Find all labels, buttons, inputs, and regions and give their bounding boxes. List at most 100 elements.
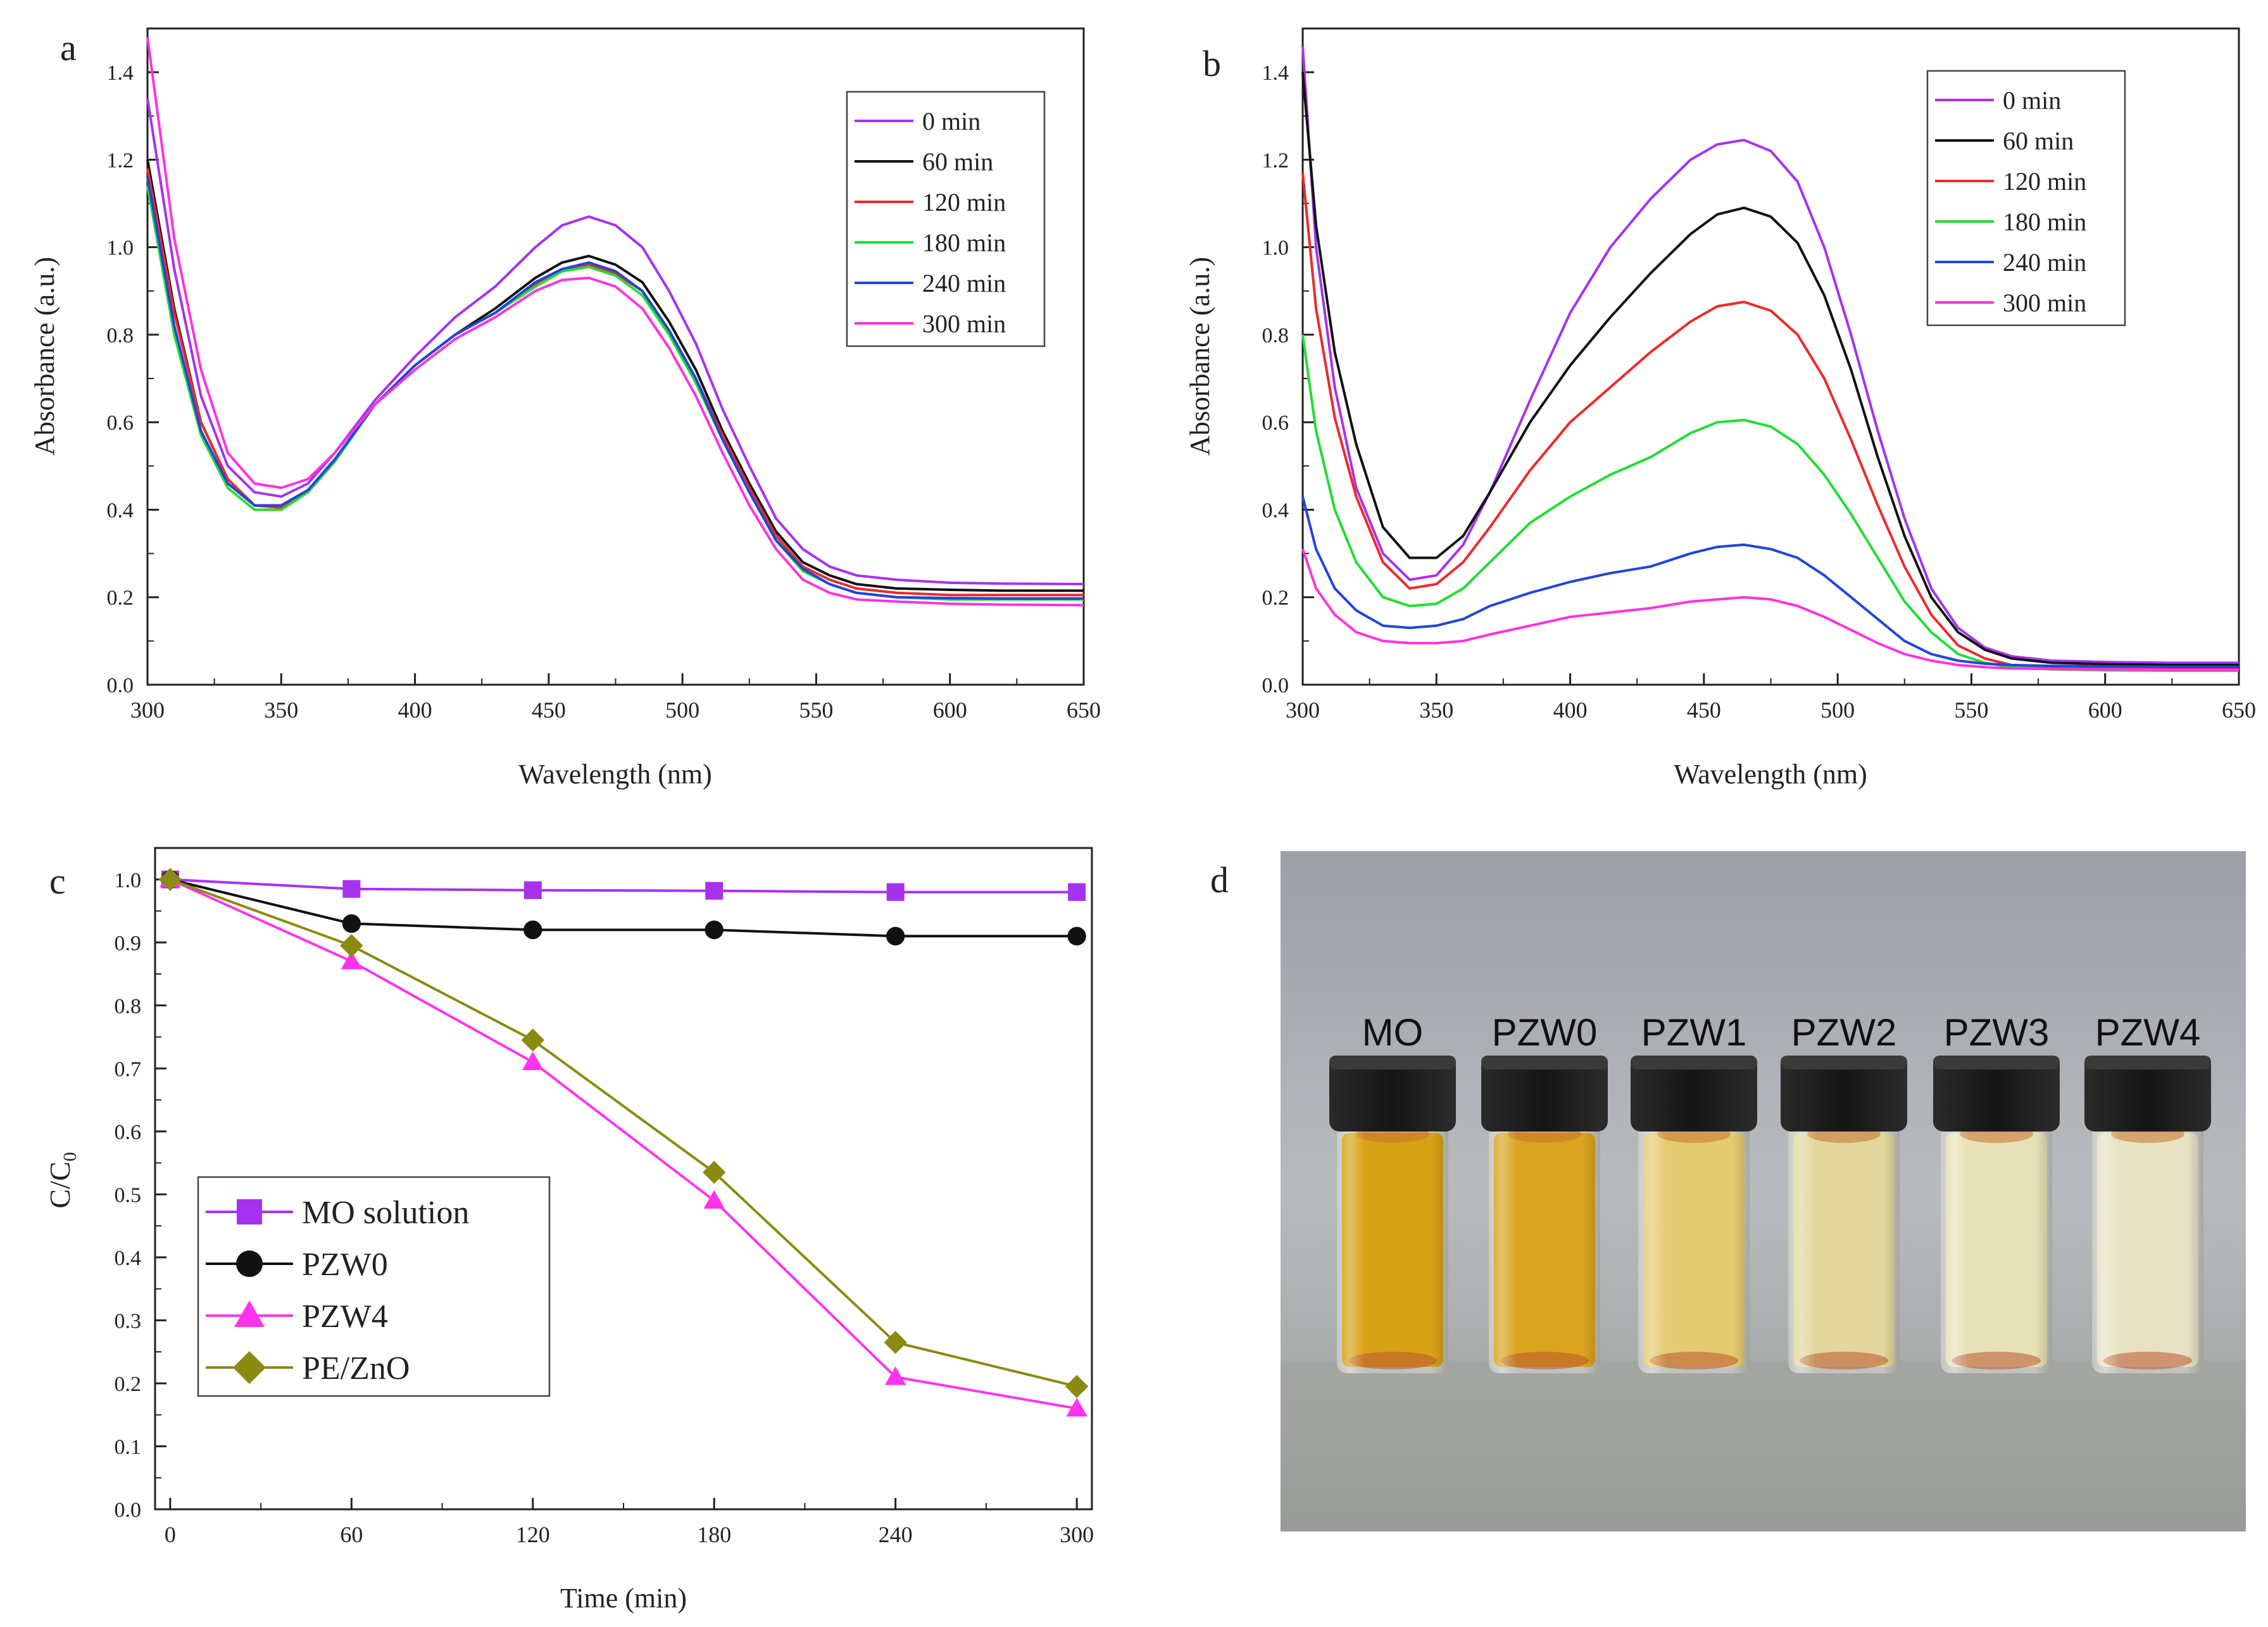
legend-label: 180 min — [2003, 208, 2086, 236]
legend-label: 0 min — [922, 107, 981, 135]
vial-label: PZW0 — [1492, 1011, 1598, 1054]
panel-c-letter: c — [49, 861, 66, 902]
vial-cap — [1329, 1056, 1456, 1131]
data-point-pzw4 — [703, 1190, 725, 1209]
series-line-240-min — [1301, 496, 2239, 668]
x-tick-label: 500 — [1820, 697, 1855, 723]
y-tick-label: 0.6 — [115, 1121, 142, 1144]
vial-cap-top — [1933, 1056, 2060, 1069]
x-tick-label: 650 — [2222, 697, 2256, 723]
y-tick-label: 1.2 — [107, 149, 134, 172]
data-point-pe-zno — [158, 868, 182, 891]
data-point-mo-solution — [705, 882, 724, 900]
series-line-pe-zno — [170, 878, 1077, 1388]
series-line-0-min — [1301, 46, 2239, 664]
x-tick-label: 450 — [532, 697, 566, 723]
y-tick-label: 0.0 — [115, 1499, 142, 1522]
y-tick-label: 0.4 — [115, 1247, 142, 1270]
legend-label: 240 min — [2003, 248, 2086, 277]
x-tick-label: 300 — [1060, 1522, 1094, 1547]
vial-cap-top — [1781, 1056, 1907, 1069]
legend-marker — [236, 1250, 263, 1277]
panel-b-plot-area: 300 350 400 450 500 550 600 650 0.0 0.2 0.4 0.6 0.8 1… — [1262, 27, 2256, 723]
panel-c-plot-area: 0 60 120 180 240 300 0.0 0.1 0.2 0.3 0.4 0.5 0.6 0.7 0… — [115, 847, 1094, 1547]
panel-a-chart: a 300 350 400 450 500 550 600 650 0.0 0.2 0.4 0.6 0.… — [29, 27, 1101, 790]
y-tick-label: 0.4 — [1262, 499, 1289, 522]
legend-label: 120 min — [922, 188, 1006, 216]
data-point-mo-solution — [886, 883, 905, 901]
y-tick-label: 0.0 — [1262, 674, 1289, 697]
data-point-pzw0 — [886, 926, 905, 946]
x-tick-label: 400 — [398, 697, 432, 723]
data-point-pe-zno — [521, 1028, 544, 1052]
x-tick-label: 120 — [516, 1522, 550, 1547]
legend-marker — [234, 1300, 265, 1327]
x-tick-label: 600 — [933, 697, 967, 723]
x-tick-label: 350 — [1419, 697, 1453, 723]
y-tick-label: 1.4 — [107, 61, 134, 85]
x-tick-label: 300 — [130, 697, 165, 723]
data-point-mo-solution — [342, 880, 361, 898]
panel-c-x-axis-label: Time (min) — [560, 1583, 687, 1614]
panel-d-letter: d — [1210, 859, 1229, 901]
legend-label: PE/ZnO — [302, 1350, 410, 1387]
vial-pzw0: PZW0 — [1481, 1011, 1608, 1373]
legend-box — [846, 90, 1046, 347]
legend-label: PZW0 — [302, 1247, 388, 1283]
vial-shine — [1337, 1120, 1448, 1373]
panel-a-x-axis-label: Wavelength (nm) — [518, 759, 712, 790]
panel-c-legend: MO solution PZW0 PZW4 PE/ZnO — [197, 1176, 551, 1397]
panel-d-photo: d MO PZW0 PZW1 PZW2 PZW3 PZW4 — [1210, 851, 2246, 1531]
y-tick-label: 1.2 — [1262, 149, 1289, 172]
vial-pzw2: PZW2 — [1781, 1011, 1907, 1373]
y-tick-label: 0.3 — [115, 1309, 142, 1333]
y-tick-label: 0.5 — [115, 1183, 142, 1207]
series-line-300-min — [146, 37, 1084, 607]
vials-group: MO PZW0 PZW1 PZW2 PZW3 PZW4 — [1329, 1011, 2211, 1373]
data-point-pzw0 — [342, 914, 361, 933]
series-line-mo-solution — [170, 878, 1077, 894]
y-tick-label: 0.9 — [115, 932, 142, 955]
x-tick-label: 240 — [879, 1522, 913, 1547]
data-point-pzw4 — [522, 1051, 544, 1070]
legend-label: 300 min — [922, 309, 1006, 338]
vial-label: PZW3 — [1944, 1011, 2050, 1054]
y-tick-label: 0.8 — [115, 995, 142, 1018]
series-line-300-min — [1301, 549, 2239, 671]
data-point-pzw0 — [1067, 926, 1086, 946]
legend-label: 180 min — [922, 228, 1006, 257]
x-tick-label: 180 — [697, 1522, 731, 1547]
vial-label: PZW2 — [1791, 1011, 1897, 1054]
panel-b-x-axis-label: Wavelength (nm) — [1674, 759, 1867, 790]
series-line-120-min — [146, 168, 1084, 597]
panel-a-y-axis-label: Absorbance (a.u.) — [29, 257, 60, 456]
data-point-pzw4 — [341, 951, 363, 969]
y-tick-label: 0.7 — [115, 1057, 142, 1081]
panel-b-letter: b — [1203, 43, 1221, 84]
data-point-pe-zno — [340, 934, 363, 957]
legend-label: MO solution — [302, 1195, 469, 1231]
vial-pzw3: PZW3 — [1933, 1011, 2060, 1373]
vial-pzw4: PZW4 — [2084, 1011, 2211, 1373]
vial-pzw1: PZW1 — [1631, 1011, 1757, 1373]
vial-cap — [1481, 1056, 1608, 1131]
series-line-pzw4 — [170, 878, 1077, 1410]
vial-cap — [2084, 1056, 2211, 1131]
x-tick-label: 350 — [264, 697, 298, 723]
panel-c-y-label-main: C/C — [44, 1161, 76, 1208]
series-line-0-min — [146, 98, 1084, 585]
legend-label: 0 min — [2003, 86, 2061, 115]
data-point-pzw4 — [1066, 1397, 1087, 1417]
vial-cap — [1631, 1056, 1757, 1131]
y-tick-label: 0.2 — [107, 587, 134, 610]
y-tick-label: 0.8 — [1262, 324, 1289, 347]
y-tick-label: 0.8 — [107, 324, 134, 347]
y-tick-label: 0.2 — [1262, 587, 1289, 610]
data-point-pe-zno — [703, 1161, 726, 1184]
legend-marker — [233, 1351, 266, 1384]
panel-a-letter: a — [60, 27, 77, 68]
panel-a-plot-area: 300 350 400 450 500 550 600 650 0.0 0.2 0.4 0.6 0.8 1… — [107, 27, 1101, 723]
vial-cap-top — [2084, 1056, 2211, 1069]
legend-label: 60 min — [2003, 127, 2074, 155]
